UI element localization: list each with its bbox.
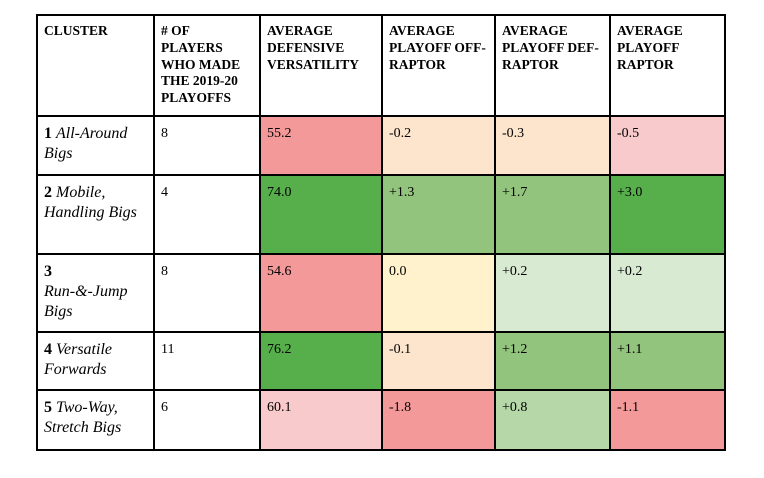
cluster-number: 3 <box>44 263 52 280</box>
off-raptor-cell: -0.2 <box>381 115 496 176</box>
raptor-cell: -0.5 <box>609 115 726 176</box>
raptor-cell: -1.1 <box>609 389 726 451</box>
header-raptor: AVERAGE PLAYOFF RAPTOR <box>609 14 726 117</box>
versatility-cell: 55.2 <box>259 115 383 176</box>
table-row: 2 Mobile, Handling Bigs 4 74.0 +1.3 +1.7… <box>36 174 726 255</box>
table-row: 1 All-Around Bigs 8 55.2 -0.2 -0.3 -0.5 <box>36 115 726 176</box>
versatility-cell: 76.2 <box>259 331 383 391</box>
header-players: # OF PLAYERS WHO MADE THE 2019-20 PLAYOF… <box>153 14 261 117</box>
cluster-cell: 2 Mobile, Handling Bigs <box>36 174 155 255</box>
raptor-cell: +3.0 <box>609 174 726 255</box>
clusters-table: CLUSTER # OF PLAYERS WHO MADE THE 2019-2… <box>36 14 726 451</box>
def-raptor-cell: +1.2 <box>494 331 611 391</box>
cluster-name: All-Around Bigs <box>44 125 128 162</box>
raptor-cell: +1.1 <box>609 331 726 391</box>
off-raptor-cell: -1.8 <box>381 389 496 451</box>
cluster-name: Versatile Forwards <box>44 341 112 378</box>
cluster-number: 2 <box>44 184 52 201</box>
def-raptor-cell: +0.2 <box>494 253 611 333</box>
table-row: 5 Two-Way, Stretch Bigs 6 60.1 -1.8 +0.8… <box>36 389 726 451</box>
cluster-cell: 4 Versatile Forwards <box>36 331 155 391</box>
off-raptor-cell: +1.3 <box>381 174 496 255</box>
players-cell: 6 <box>153 389 261 451</box>
versatility-cell: 60.1 <box>259 389 383 451</box>
cluster-number: 5 <box>44 399 52 416</box>
header-off-raptor: AVERAGE PLAYOFF OFF-RAPTOR <box>381 14 496 117</box>
cluster-number: 4 <box>44 341 52 358</box>
table-row: 3 Run-&-Jump Bigs 8 54.6 0.0 +0.2 +0.2 <box>36 253 726 333</box>
cluster-name: Run-&-Jump Bigs <box>44 283 128 320</box>
def-raptor-cell: +0.8 <box>494 389 611 451</box>
cluster-name: Mobile, Handling Bigs <box>44 184 137 221</box>
header-def-raptor: AVERAGE PLAYOFF DEF-RAPTOR <box>494 14 611 117</box>
cluster-cell: 5 Two-Way, Stretch Bigs <box>36 389 155 451</box>
cluster-name: Two-Way, Stretch Bigs <box>44 399 122 436</box>
players-cell: 11 <box>153 331 261 391</box>
versatility-cell: 54.6 <box>259 253 383 333</box>
off-raptor-cell: 0.0 <box>381 253 496 333</box>
cluster-number: 1 <box>44 125 52 142</box>
players-cell: 8 <box>153 115 261 176</box>
header-versatility: AVERAGE DEFENSIVE VERSATILITY <box>259 14 383 117</box>
header-cluster: CLUSTER <box>36 14 155 117</box>
players-cell: 4 <box>153 174 261 255</box>
off-raptor-cell: -0.1 <box>381 331 496 391</box>
players-cell: 8 <box>153 253 261 333</box>
cluster-cell: 1 All-Around Bigs <box>36 115 155 176</box>
table-row: 4 Versatile Forwards 11 76.2 -0.1 +1.2 +… <box>36 331 726 391</box>
def-raptor-cell: -0.3 <box>494 115 611 176</box>
def-raptor-cell: +1.7 <box>494 174 611 255</box>
versatility-cell: 74.0 <box>259 174 383 255</box>
header-row: CLUSTER # OF PLAYERS WHO MADE THE 2019-2… <box>36 14 726 117</box>
raptor-cell: +0.2 <box>609 253 726 333</box>
cluster-cell: 3 Run-&-Jump Bigs <box>36 253 155 333</box>
